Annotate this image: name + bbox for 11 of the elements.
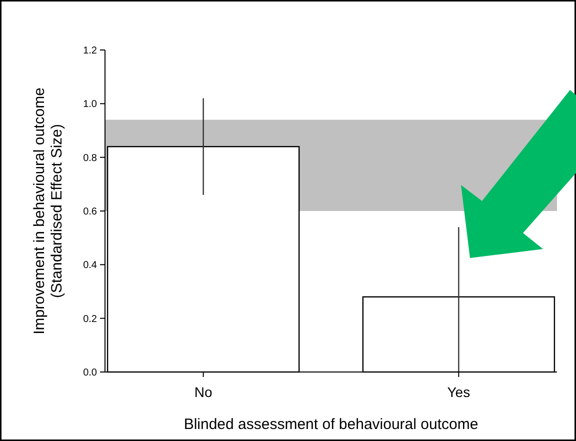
x-tick-label: No [194, 384, 212, 400]
x-axis-title: Blinded assessment of behavioural outcome [184, 416, 478, 433]
y-tick-label: 1.0 [83, 99, 98, 110]
y-axis-title: Improvement in behavioural outcome (Standardised Effect Size) [31, 88, 66, 334]
x-tick-label: Yes [447, 384, 470, 400]
y-tick-label: 0.6 [83, 206, 98, 218]
y-tick-label: 0.0 [83, 368, 98, 378]
y-tick-label: 1.2 [83, 46, 98, 56]
y-tick-label: 0.2 [83, 314, 98, 325]
y-tick-label: 0.4 [83, 260, 98, 272]
y-tick-label: 0.8 [83, 152, 98, 164]
